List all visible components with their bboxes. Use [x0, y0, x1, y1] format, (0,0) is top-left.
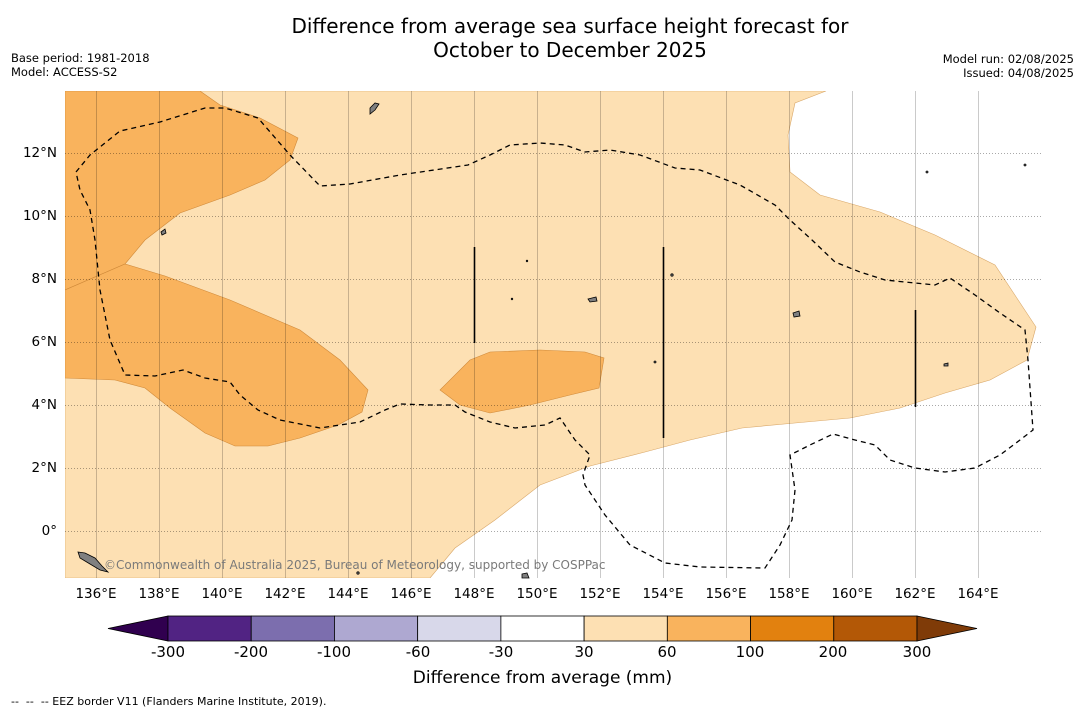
- islands: [77, 102, 1027, 579]
- colorbar-tick: -300: [150, 643, 186, 661]
- eez-footnote: -- -- -- EEZ border V11 (Flanders Marine…: [11, 695, 327, 708]
- anomaly-30-60-region: [65, 91, 1037, 578]
- colorbar-segment: [250, 615, 335, 642]
- base-period: Base period: 1981-2018: [11, 51, 150, 65]
- island-dot-7: [356, 571, 360, 575]
- colorbar-tick: -60: [405, 643, 431, 661]
- x-tick: 152°E: [579, 586, 621, 602]
- colorbar-tick: -30: [488, 643, 514, 661]
- colorbar-segment: [500, 615, 585, 642]
- island-small-4: [943, 362, 949, 367]
- x-tick: 164°E: [957, 586, 999, 602]
- x-tick: 144°E: [327, 586, 369, 602]
- x-tick: 148°E: [453, 586, 495, 602]
- island-small-1: [160, 228, 167, 236]
- colorbar-tick: -100: [316, 643, 352, 661]
- y-tick: 12°N: [22, 145, 57, 161]
- colorbar-segment: [167, 615, 252, 642]
- colorbar-segment: [583, 615, 668, 642]
- x-tick: 154°E: [642, 586, 684, 602]
- x-tick: 136°E: [75, 586, 117, 602]
- title-line-2: October to December 2025: [433, 38, 707, 62]
- x-tick: 156°E: [705, 586, 747, 602]
- colorbar-arrow-low: [107, 615, 169, 642]
- x-tick: 138°E: [138, 586, 180, 602]
- colorbar-tick: 300: [902, 643, 932, 661]
- colorbar-segment: [666, 615, 751, 642]
- colorbar-segment: [833, 615, 918, 642]
- x-tick: 150°E: [516, 586, 558, 602]
- colorbar-tick: 100: [735, 643, 765, 661]
- model-name: Model: ACCESS-S2: [11, 65, 118, 79]
- y-tick: 4°N: [31, 397, 57, 413]
- island-dot-1: [670, 273, 674, 277]
- colorbar-tick: -200: [233, 643, 269, 661]
- island-small-5: [521, 572, 530, 579]
- title-line-1: Difference from average sea surface heig…: [291, 14, 849, 38]
- colorbar-tick: 200: [818, 643, 848, 661]
- eez-border-line: [75, 107, 1034, 569]
- x-tick: 142°E: [264, 586, 306, 602]
- meta-right: Model run: 02/08/2025 Issued: 04/08/2025: [943, 52, 1074, 80]
- gridlines: [96, 91, 979, 578]
- island-dot-5: [525, 259, 529, 263]
- island-dot-4: [925, 170, 929, 174]
- colorbar-arrow-high: [916, 615, 978, 642]
- island-dot-2: [653, 360, 657, 364]
- y-tick: 6°N: [31, 334, 57, 350]
- boundary-lines: [473, 247, 917, 438]
- island-yap: [369, 102, 380, 115]
- island-small-2: [587, 296, 598, 303]
- y-tick: 10°N: [22, 208, 57, 224]
- colorbar-segment: [334, 615, 419, 642]
- y-tick: 2°N: [31, 460, 57, 476]
- island-small-3: [792, 310, 801, 318]
- colorbar-segment: [417, 615, 502, 642]
- latitude-gridlines: [65, 153, 1042, 532]
- y-tick: 8°N: [31, 271, 57, 287]
- x-tick: 146°E: [390, 586, 432, 602]
- credit-text: ©Commonwealth of Australia 2025, Bureau …: [104, 558, 606, 572]
- issued-date: Issued: 04/08/2025: [963, 66, 1074, 80]
- model-run: Model run: 02/08/2025: [942, 52, 1074, 66]
- colorbar-tick: 30: [574, 643, 594, 661]
- x-tick: 158°E: [768, 586, 810, 602]
- x-tick: 140°E: [201, 586, 243, 602]
- x-tick: 162°E: [894, 586, 936, 602]
- island-dot-3: [1023, 163, 1027, 167]
- x-tick: 160°E: [831, 586, 873, 602]
- meta-left: Base period: 1981-2018 Model: ACCESS-S2: [11, 51, 150, 79]
- island-palau: [77, 551, 110, 573]
- island-dot-6: [510, 297, 514, 301]
- y-tick: 0°: [41, 523, 57, 539]
- anomaly-60-100-region-west: [65, 263, 369, 447]
- anomaly-60-100-region-central: [439, 349, 605, 414]
- map-title: Difference from average sea surface heig…: [200, 14, 940, 62]
- colorbar-segment: [750, 615, 835, 642]
- colorbar-tick: 60: [657, 643, 677, 661]
- colorbar-label: Difference from average (mm): [412, 668, 673, 688]
